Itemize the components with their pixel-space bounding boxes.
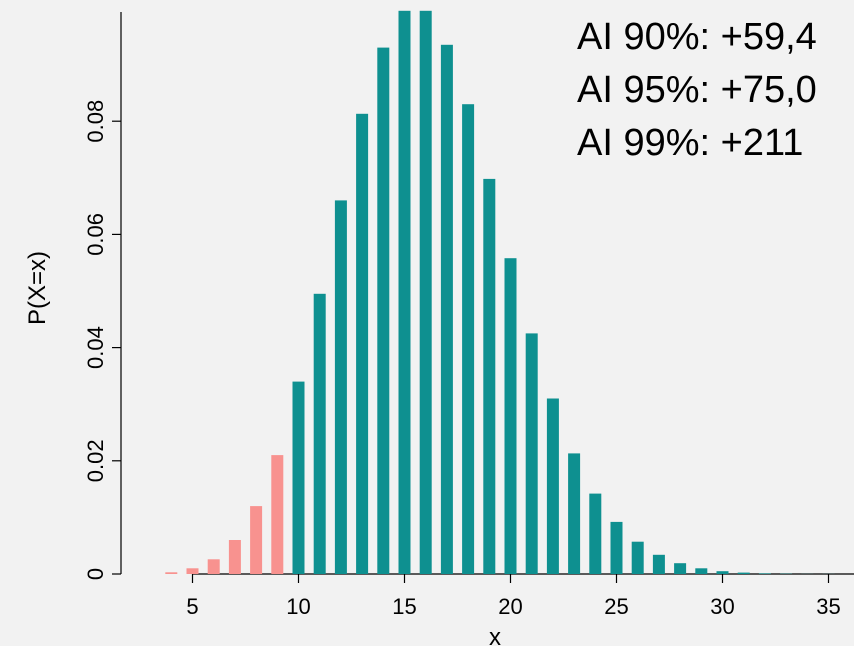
bar-x-8 — [250, 506, 263, 574]
bar-x-13 — [356, 113, 369, 575]
bar-x-10 — [292, 381, 305, 574]
bar-x-14 — [377, 47, 390, 575]
bar-x-17 — [440, 44, 453, 575]
y-axis-label: P(X=x) — [24, 251, 51, 325]
bar-x-6 — [207, 559, 220, 574]
x-tick-label: 15 — [392, 594, 416, 619]
bars — [165, 10, 835, 575]
bar-x-18 — [462, 104, 475, 574]
x-tick-label: 20 — [498, 594, 522, 619]
x-axis-label: x — [489, 624, 501, 646]
bar-x-19 — [483, 178, 496, 574]
y-tick-label: 0.08 — [83, 100, 108, 143]
bar-x-26 — [631, 541, 644, 574]
annotation-90: AI 90%: +59,4 — [577, 16, 817, 58]
bar-x-4 — [165, 572, 178, 574]
bar-x-31 — [737, 572, 750, 574]
annotation-95: AI 95%: +75,0 — [577, 69, 817, 111]
y-tick-label: 0.02 — [83, 439, 108, 482]
bar-x-21 — [525, 333, 538, 574]
bar-x-9 — [271, 455, 284, 574]
bar-x-11 — [313, 293, 326, 574]
x-tick-label: 30 — [710, 594, 734, 619]
bar-x-22 — [546, 398, 559, 574]
bar-x-5 — [186, 568, 199, 574]
x-tick-label: 35 — [816, 594, 840, 619]
bar-x-27 — [652, 554, 665, 574]
annotation-99: AI 99%: +211 — [577, 122, 804, 164]
y-tick-label: 0 — [83, 568, 108, 580]
bar-x-32 — [758, 573, 771, 574]
x-tick-label: 10 — [286, 594, 310, 619]
y-axis: 0 0.02 0.04 0.06 0.08 — [83, 12, 122, 580]
x-tick-label: 5 — [186, 594, 198, 619]
y-tick-label: 0.04 — [83, 326, 108, 369]
bar-x-29 — [695, 568, 708, 574]
bar-x-28 — [674, 563, 687, 574]
bar-x-30 — [716, 571, 729, 574]
y-tick-label: 0.06 — [83, 213, 108, 256]
bar-x-7 — [228, 540, 241, 574]
bar-x-16 — [419, 10, 432, 575]
bar-x-20 — [504, 258, 517, 574]
bar-x-25 — [610, 521, 623, 574]
bar-x-15 — [398, 10, 411, 575]
bar-x-23 — [568, 453, 581, 574]
x-axis: 5 10 15 20 25 30 35 — [186, 573, 854, 619]
bar-x-12 — [334, 200, 347, 574]
bar-x-24 — [589, 493, 602, 574]
x-tick-label: 25 — [604, 594, 628, 619]
